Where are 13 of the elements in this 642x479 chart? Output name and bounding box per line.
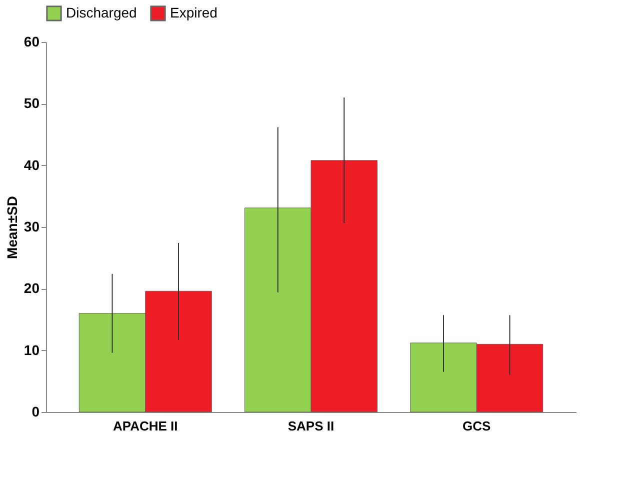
y-tick-label: 30 xyxy=(24,218,40,234)
y-tick-label: 40 xyxy=(24,156,40,173)
y-tick-label: 10 xyxy=(24,342,40,358)
x-tick-label: GCS xyxy=(462,418,492,434)
y-tick-label: 50 xyxy=(24,95,40,112)
y-axis-title: Mean±SD xyxy=(4,196,20,259)
x-tick-label: SAPS II xyxy=(288,418,334,434)
x-tick-label: APACHE II xyxy=(112,418,178,434)
y-tick-label: 0 xyxy=(32,404,40,420)
y-tick-label: 60 xyxy=(24,34,40,50)
y-tick-label: 20 xyxy=(24,280,40,296)
legend-label: Discharged xyxy=(66,4,137,20)
legend-label: Expired xyxy=(170,4,218,20)
